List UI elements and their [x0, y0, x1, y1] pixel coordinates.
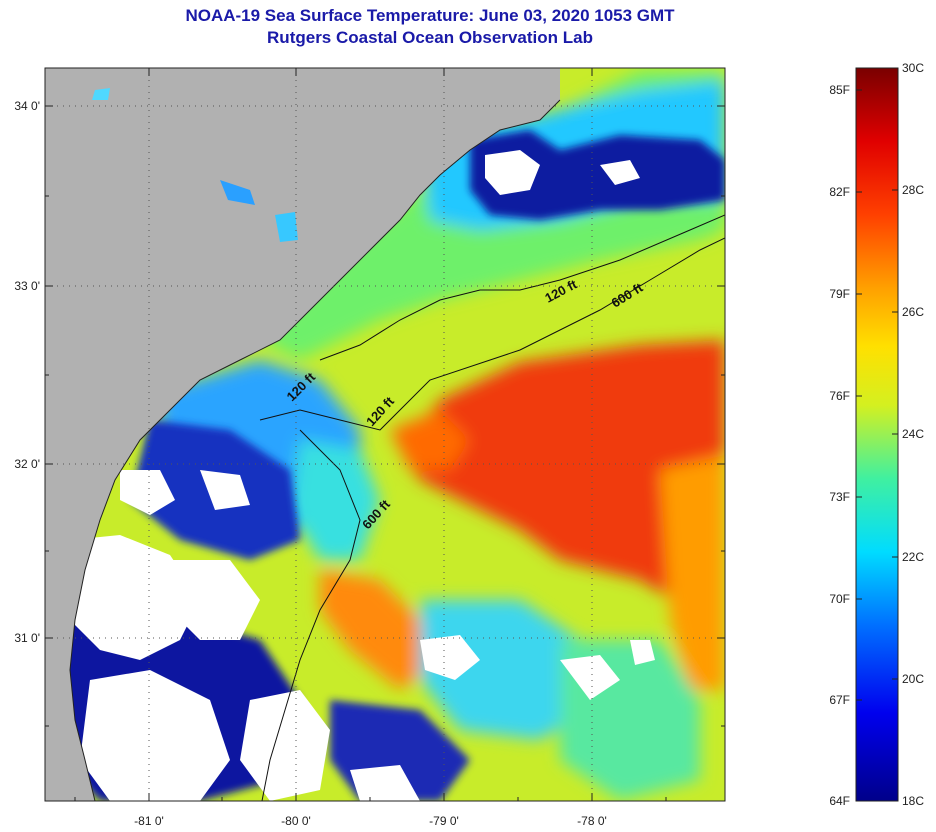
graticule: [45, 68, 725, 801]
colorbar-c-22: 22C: [902, 550, 924, 564]
map-subtitle: Rutgers Coastal Ocean Observation Lab: [267, 28, 593, 47]
land-mass: [45, 68, 560, 801]
colorbar-c-26: 26C: [902, 305, 924, 319]
contour-600ft-south-line: [261, 429, 361, 801]
colorbar-c-20: 20C: [902, 672, 924, 686]
lat-label-32: 32 0': [14, 457, 40, 471]
colorbar-f-73: 73F: [829, 490, 850, 504]
lon-label-81: -81 0': [134, 814, 164, 828]
colorbar-c-24: 24C: [902, 427, 924, 441]
colorbar: 85F 82F 79F 76F 73F 70F 67F 64F 30C 28C …: [829, 61, 924, 808]
inland-water-2: [220, 180, 255, 205]
coastline: [69, 99, 561, 801]
colorbar-c-28: 28C: [902, 183, 924, 197]
contour-120ft-line: [319, 214, 725, 361]
south-cyan: [420, 600, 600, 740]
lon-label-80: -80 0': [281, 814, 311, 828]
contour-600ft-line: [259, 237, 725, 431]
warm-east: [660, 455, 725, 690]
lat-label-34: 34 0': [14, 99, 40, 113]
warm-edge: [390, 410, 470, 470]
ticks: [45, 68, 725, 801]
colorbar-f-70: 70F: [829, 592, 850, 606]
map-title: NOAA-19 Sea Surface Temperature: June 03…: [185, 6, 675, 25]
colorbar-f-79: 79F: [829, 287, 850, 301]
north-dark-patch: [470, 130, 725, 220]
warm-core: [400, 340, 725, 610]
colorbar-f-64: 64F: [829, 794, 850, 808]
inland-lake: [92, 88, 110, 100]
lon-label-79: -79 0': [429, 814, 459, 828]
colorbar-f-67: 67F: [829, 693, 850, 707]
colorbar-gradient: [855, 67, 899, 802]
inland-water-1: [275, 212, 298, 242]
warm-south: [320, 570, 440, 690]
colorbar-f-82: 82F: [829, 185, 850, 199]
colorbar-c-30: 30C: [902, 61, 924, 75]
lon-label-78: -78 0': [577, 814, 607, 828]
map-frame: [44, 67, 726, 802]
clouds: [70, 150, 655, 801]
colorbar-f-85: 85F: [829, 83, 850, 97]
lat-label-33: 33 0': [14, 279, 40, 293]
colorbar-f-76: 76F: [829, 389, 850, 403]
lat-label-31: 31 0': [14, 631, 40, 645]
colorbar-c-18: 18C: [902, 794, 924, 808]
map-field: 120 ft 600 ft 120 ft 600 ft 120 ft: [45, 68, 725, 801]
